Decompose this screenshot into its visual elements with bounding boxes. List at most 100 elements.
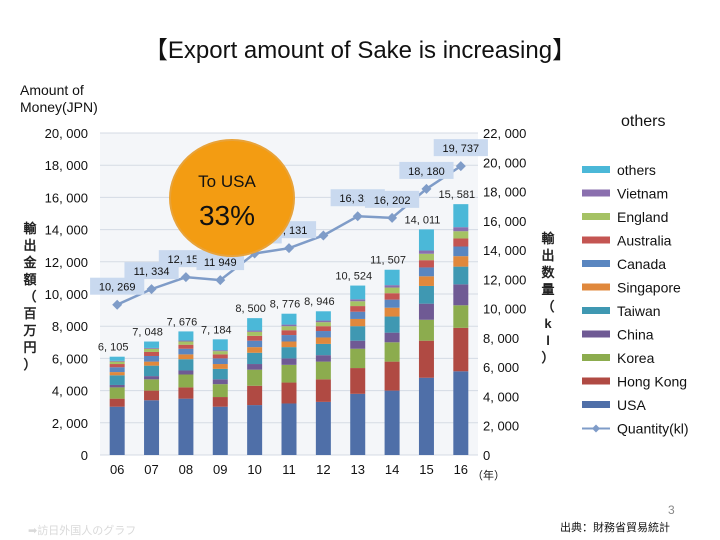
right-tick-label: 6, 000 [483,360,519,375]
right-tick-label: 10, 000 [483,302,526,317]
quantity-point [112,299,123,310]
legend-swatch [582,166,610,173]
quantity-point [146,284,157,295]
left-tick-label: 18, 000 [45,158,88,173]
bar-segment-vietnam [281,324,297,327]
quantity-label-box [399,161,454,179]
bar-segment-vietnam [247,330,263,332]
bar-segment-australia [384,293,400,300]
legend-swatch [582,401,610,408]
bar-segment-others [212,339,228,351]
bar-segment-canada [350,311,366,319]
right-tick-label: 4, 000 [483,389,519,404]
right-axis-title: 数 [541,265,555,280]
quantity-label: 11, 334 [134,266,170,278]
left-axis-title: 円 [23,340,36,355]
bar-segment-australia [350,306,366,312]
right-tick-label: 22, 000 [483,126,526,141]
bar-segment-korea [212,384,228,398]
bar-segment-singapore [212,364,228,369]
bar-segment-vietnam [453,227,469,232]
bar-segment-australia [315,326,331,332]
legend-swatch [582,354,610,361]
bar-segment-usa [109,406,125,455]
bar-segment-singapore [384,307,400,317]
right-tick-label: 0 [483,448,490,463]
x-tick-label: 06 [110,462,124,477]
legend-label: others [617,162,656,178]
bar-segment-england [281,326,297,331]
bar-segment-others [247,318,263,331]
left-tick-label: 0 [81,448,88,463]
bar-segment-china [315,355,331,362]
x-tick-label: 11 [282,462,296,477]
legend-swatch [582,236,610,244]
x-tick-label: 09 [213,462,227,477]
right-axis-title: （ [541,299,554,314]
left-tick-label: 12, 000 [45,255,88,270]
bar-segment-hong-kong [418,340,434,378]
x-tick-label: 12 [316,462,330,477]
bar-segment-china [418,303,434,320]
bar-segment-china [384,332,400,343]
bar-segment-england [350,301,366,307]
legend-swatch [582,330,610,338]
legend-label: USA [617,397,646,413]
right-tick-label: 16, 000 [483,214,526,229]
bar-segment-hong-kong [109,398,125,407]
bar-total-label: 8, 946 [304,296,335,308]
bar-segment-others [144,341,160,348]
left-tick-label: 20, 000 [45,126,88,141]
legend-swatch [582,307,610,314]
left-tick-label: 4, 000 [52,384,88,399]
bar-total-label: 8, 500 [235,303,266,315]
quantity-point [318,230,329,241]
quantity-point [455,161,466,172]
legend-label: Korea [617,350,655,366]
bar-segment-singapore [109,372,125,376]
left-axis-title: 出 [23,238,36,253]
bar-segment-hong-kong [247,385,263,406]
usa-share-callout [169,139,295,257]
legend-swatch [582,283,610,291]
left-axis-title: 百 [23,306,36,321]
quantity-point [352,211,363,222]
quantity-point [421,183,432,194]
bar-segment-hong-kong [281,382,297,404]
legend-label: Singapore [617,280,681,296]
left-tick-label: 8, 000 [52,319,88,334]
right-tick-label: 18, 000 [483,185,526,200]
bar-segment-china [350,340,366,349]
bar-segment-korea [350,348,366,369]
bar-segment-canada [144,355,160,362]
bar-segment-england [212,351,228,355]
bar-segment-others [178,331,194,341]
bar-segment-australia [247,335,263,341]
left-axis-title: 輸 [23,221,37,236]
bar-total-label: 8, 776 [270,299,301,311]
left-axis-title: 金 [22,255,37,270]
bar-segment-vietnam [109,360,125,362]
bar-segment-hong-kong [178,387,194,399]
quantity-label: 11 949 [204,257,237,269]
bar-segment-england [247,331,263,336]
bar-segment-china [178,370,194,375]
quantity-point [387,212,398,223]
footer-link[interactable]: ➡訪日外国人のグラフ [28,525,137,537]
bar-segment-korea [418,319,434,341]
bar-segment-korea [178,374,194,388]
quantity-label-box [90,277,145,295]
bar-total-label: 7, 676 [167,316,198,328]
x-tick-label: 14 [385,462,399,477]
bar-segment-singapore [315,337,331,344]
quantity-point [180,272,191,283]
quantity-label-box [196,253,245,271]
right-tick-label: 12, 000 [483,272,526,287]
bar-segment-singapore [281,341,297,348]
bar-segment-hong-kong [384,361,400,391]
quantity-label: 10, 269 [99,282,136,294]
bar-segment-vietnam [418,250,434,254]
bar-segment-taiwan [384,316,400,333]
bar-segment-taiwan [453,266,469,285]
bar-segment-others [453,204,469,228]
